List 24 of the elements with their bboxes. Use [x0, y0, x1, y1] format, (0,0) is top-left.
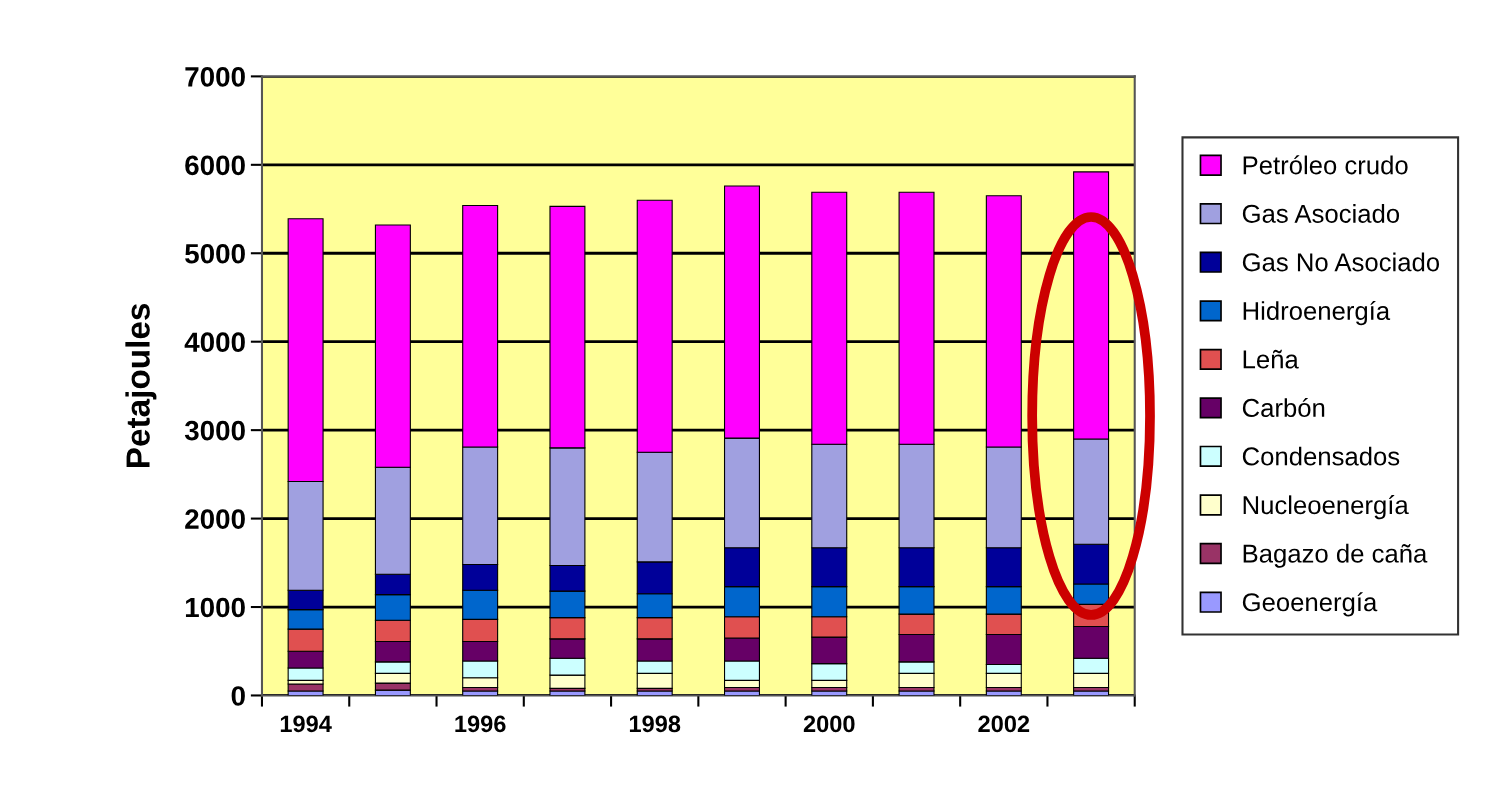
- y-tick-label: 3000: [184, 420, 245, 441]
- x-tick-label: 1998: [629, 715, 681, 733]
- y-axis-title: Petajoules: [125, 303, 157, 468]
- y-tick-label: 6000: [185, 155, 245, 176]
- x-tick-label: 2000: [803, 715, 855, 733]
- y-tick-label: 4000: [184, 332, 245, 353]
- legend-label: Condensados: [1242, 446, 1400, 466]
- legend-label: Gas Asociado: [1242, 204, 1400, 223]
- legend-label: Carbón: [1242, 397, 1325, 418]
- legend-label: Gas No Asociado: [1242, 252, 1440, 272]
- x-tick-label: 2002: [978, 715, 1030, 733]
- y-tick-label: 5000: [185, 243, 245, 264]
- legend-label: Geoenergía: [1242, 592, 1378, 617]
- x-tick-label: 1994: [280, 715, 332, 733]
- y-tick-label: 1000: [185, 597, 245, 618]
- legend-label: Petróleo crudo: [1243, 155, 1408, 175]
- legend-label: Nucleoenergía: [1243, 495, 1409, 520]
- y-tick-label: 0: [231, 686, 245, 706]
- legend-label: Leña: [1243, 349, 1299, 369]
- y-tick-label: 7000: [185, 67, 245, 87]
- legend-label: Hidroenergía: [1243, 300, 1391, 326]
- legend-label: Bagazo de caña: [1243, 543, 1428, 568]
- y-tick-label: 2000: [185, 509, 245, 529]
- x-tick-label: 1996: [455, 715, 506, 733]
